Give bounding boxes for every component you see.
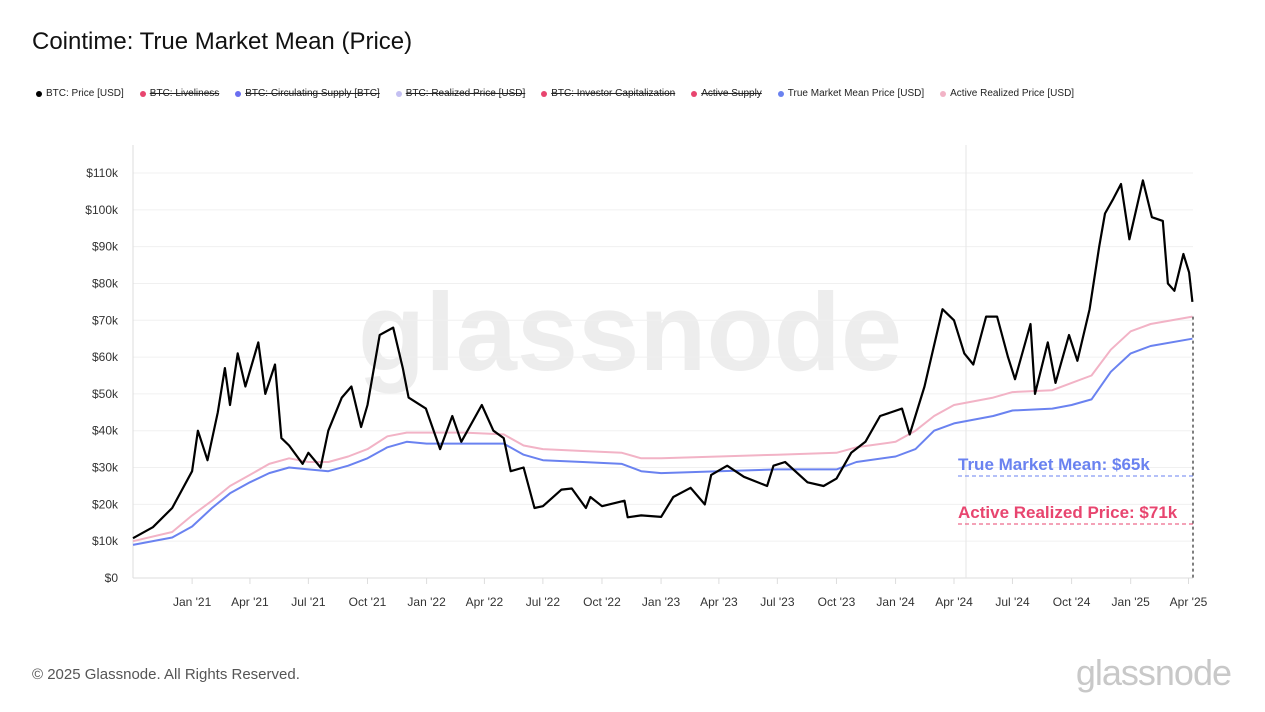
- x-tick-label: Jan '24: [876, 595, 915, 609]
- legend-item[interactable]: Active Supply: [691, 88, 762, 99]
- legend-item[interactable]: BTC: Circulating Supply [BTC]: [235, 88, 380, 99]
- x-tick-label: Apr '21: [231, 595, 269, 609]
- y-tick-label: $90k: [92, 240, 119, 254]
- x-tick-label: Oct '22: [583, 595, 621, 609]
- annotation-label: Active Realized Price: $71k: [958, 503, 1178, 522]
- x-tick-label: Oct '24: [1053, 595, 1091, 609]
- legend-label: BTC: Realized Price [USD]: [405, 88, 526, 99]
- x-tick-label: Apr '23: [700, 595, 738, 609]
- series-line-btc-price-usd-: [132, 179, 1194, 540]
- legend-label: True Market Mean Price [USD]: [787, 88, 925, 99]
- legend-item[interactable]: Active Realized Price [USD]: [940, 88, 1074, 99]
- x-tick-label: Jan '25: [1112, 595, 1151, 609]
- watermark: glassnode: [358, 271, 902, 394]
- y-tick-label: $70k: [92, 313, 119, 327]
- legend-label: Active Supply: [701, 88, 762, 99]
- x-tick-label: Jan '22: [407, 595, 446, 609]
- x-tick-label: Jul '24: [995, 595, 1030, 609]
- legend: BTC: Price [USD] BTC: Liveliness BTC: Circ…: [36, 88, 1074, 99]
- y-tick-label: $0: [105, 571, 119, 585]
- x-tick-label: Jul '23: [760, 595, 795, 609]
- y-tick-label: $50k: [92, 387, 119, 401]
- legend-item[interactable]: True Market Mean Price [USD]: [777, 88, 925, 99]
- y-tick-label: $20k: [92, 497, 119, 511]
- y-tick-label: $110k: [86, 166, 119, 180]
- legend-item[interactable]: BTC: Liveliness: [139, 88, 220, 99]
- x-tick-label: Jan '21: [173, 595, 212, 609]
- x-tick-label: Oct '21: [349, 595, 387, 609]
- y-tick-label: $30k: [92, 461, 119, 475]
- x-tick-label: Oct '23: [818, 595, 856, 609]
- legend-marker-icon: [139, 90, 146, 97]
- legend-label: Active Realized Price [USD]: [950, 88, 1075, 99]
- x-tick-label: Jul '22: [526, 595, 561, 609]
- legend-marker-icon: [36, 90, 42, 97]
- glassnode-logo: glassnode: [1075, 652, 1232, 693]
- legend-marker-icon: [235, 90, 242, 97]
- x-tick-label: Jul '21: [291, 595, 326, 609]
- legend-label: BTC: Liveliness: [149, 88, 220, 99]
- legend-marker-icon: [940, 90, 947, 97]
- legend-label: BTC: Investor Capitalization: [551, 88, 676, 99]
- legend-marker-icon: [691, 90, 698, 97]
- x-tick-label: Apr '24: [935, 595, 973, 609]
- series-line-active-realized-price-usd-: [132, 315, 1193, 543]
- legend-marker-icon: [541, 90, 548, 97]
- x-tick-label: Apr '22: [466, 595, 504, 609]
- y-tick-label: $40k: [92, 424, 119, 438]
- chart-title: Cointime: True Market Mean (Price): [32, 28, 413, 55]
- y-tick-label: $60k: [92, 350, 119, 364]
- legend-item[interactable]: BTC: Price [USD]: [36, 88, 124, 99]
- y-tick-label: $10k: [92, 534, 119, 548]
- legend-marker-icon: [395, 90, 402, 97]
- legend-marker-icon: [777, 90, 784, 97]
- legend-item[interactable]: BTC: Realized Price [USD]: [395, 88, 526, 99]
- copyright: © 2025 Glassnode. All Rights Reserved.: [32, 666, 300, 683]
- y-tick-label: $100k: [85, 203, 119, 217]
- series-line-true-market-mean-price-usd-: [132, 337, 1193, 546]
- x-tick-label: Jan '23: [642, 595, 681, 609]
- legend-label: BTC: Circulating Supply [BTC]: [245, 88, 380, 99]
- legend-label: BTC: Price [USD]: [46, 88, 124, 99]
- legend-item[interactable]: BTC: Investor Capitalization: [541, 88, 675, 99]
- x-tick-label: Apr '25: [1170, 595, 1208, 609]
- y-tick-label: $80k: [92, 276, 119, 290]
- annotation-label: True Market Mean: $65k: [958, 455, 1150, 474]
